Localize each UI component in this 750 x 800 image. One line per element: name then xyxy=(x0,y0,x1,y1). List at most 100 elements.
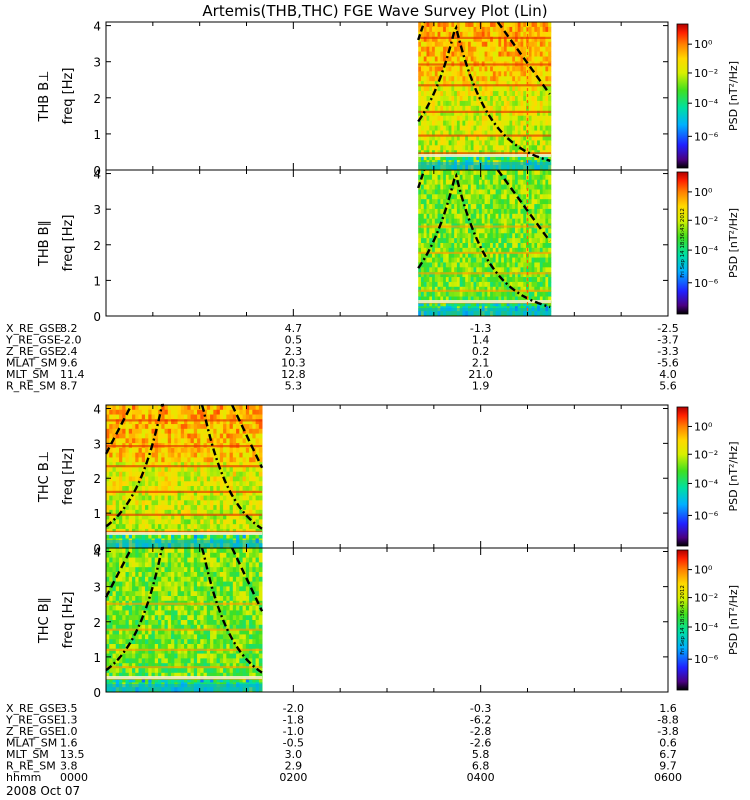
orbit-value: 4.7 xyxy=(285,322,303,335)
gyrofrequency-curves-3 xyxy=(104,403,264,530)
colorbar: 10⁰ 10⁻² 10⁻⁴ 10⁻⁶ PSD [nT²/Hz] xyxy=(676,23,740,169)
timestamp-stamp: Fri Sep 14 18:36:43 2012 xyxy=(680,208,686,278)
orbit-value: -2.5 xyxy=(657,322,678,335)
panel-frame xyxy=(105,169,669,317)
orbit-value: 11.4 xyxy=(60,368,85,381)
orbit-value: 0.2 xyxy=(472,345,490,358)
y-tick-label: 0 xyxy=(93,164,101,178)
colorbar-tick-label: 10⁻⁴ xyxy=(694,621,719,634)
probe-label: THC B⊥ xyxy=(37,451,52,503)
orbit-value: -2.6 xyxy=(470,737,491,750)
y-tick-label: 4 xyxy=(93,546,101,560)
y-tick-label: 1 xyxy=(93,507,101,521)
spectrogram-1 xyxy=(418,22,552,171)
orbit-value: 1.0 xyxy=(60,725,78,738)
date-label: 2008 Oct 07 xyxy=(6,784,80,798)
orbit-value: -1.3 xyxy=(470,322,491,335)
y-tick-label: 3 xyxy=(93,203,101,217)
y-axis-label: freq [Hz] xyxy=(61,448,76,505)
spectrogram-4 xyxy=(106,548,263,693)
probe-label: THB B⊥ xyxy=(37,70,52,122)
orbit-row-label: R_RE_SM xyxy=(6,760,56,773)
orbit-value: 6.8 xyxy=(472,760,490,773)
orbit-value: 5.8 xyxy=(472,748,490,761)
y-tick-label: 1 xyxy=(93,274,101,288)
colorbar-label: PSD [nT²/Hz] xyxy=(727,585,740,655)
orbit-value: -2.8 xyxy=(470,725,491,738)
colorbar-label: PSD [nT²/Hz] xyxy=(727,208,740,278)
colorbar: 10⁰ 10⁻² 10⁻⁴ 10⁻⁶ PSD [nT²/Hz] xyxy=(676,171,740,315)
orbit-value: -3.8 xyxy=(657,725,678,738)
orbit-value: -2.0 xyxy=(283,702,304,715)
orbit-row-label: X_RE_GSE xyxy=(6,322,62,335)
orbit-value: 0000 xyxy=(60,771,88,784)
orbit-value: -2.0 xyxy=(60,334,81,347)
orbit-value: 9.7 xyxy=(659,760,677,773)
orbit-value: 5.6 xyxy=(659,380,677,393)
orbit-row-label: hhmm xyxy=(6,771,41,784)
orbit-value: -0.3 xyxy=(470,702,491,715)
y-tick-label: 0 xyxy=(93,686,101,700)
chart-title: Artemis(THB,THC) FGE Wave Survey Plot (L… xyxy=(202,2,547,20)
orbit-row-label: Y_RE_GSE xyxy=(5,334,61,347)
orbit-value: -8.8 xyxy=(657,714,678,727)
orbit-value: 8.7 xyxy=(60,380,78,393)
gyrofrequency-curves-4 xyxy=(104,546,264,674)
orbit-value: -3.3 xyxy=(657,345,678,358)
orbit-value: 9.6 xyxy=(60,357,78,370)
panel-1: 0 1 2 3 4 THB B⊥ freq [Hz] 10⁰ 10⁻² 10⁻⁴ 10⁻⁶ PSD [… xyxy=(37,20,740,178)
gyrofrequency-curves-2 xyxy=(417,169,551,316)
orbit-row-label: MLAT_SM xyxy=(6,357,57,370)
y-tick-label: 3 xyxy=(93,56,101,70)
colorbar-tick-label: 10⁻² xyxy=(694,448,718,461)
orbit-value: 1.3 xyxy=(60,714,78,727)
colorbar-tick-label: 10⁰ xyxy=(694,421,713,434)
orbit-value: 2.3 xyxy=(285,345,303,358)
orbit-value: 1.9 xyxy=(472,380,490,393)
y-tick-label: 0 xyxy=(93,310,101,324)
colorbar-tick-label: 10⁰ xyxy=(694,564,713,577)
y-tick-label: 0 xyxy=(93,542,101,556)
orbit-row-label: Z_RE_GSE xyxy=(6,725,62,738)
colorbar-tick-label: 10⁰ xyxy=(694,186,713,199)
panel-3: 0 1 2 3 4 THC B⊥ freq [Hz] 10⁰ 10⁻² 10⁻⁴ 10⁻⁶ PSD [… xyxy=(37,403,740,557)
orbit-value: -6.2 xyxy=(470,714,491,727)
probe-label: THB B∥ xyxy=(37,220,52,267)
orbit-row-label: MLT_SM xyxy=(6,748,49,761)
colorbar-tick-label: 10⁻² xyxy=(694,67,718,80)
y-tick-label: 1 xyxy=(93,651,101,665)
orbit-value: 3.5 xyxy=(60,702,78,715)
gyrofrequency-curves-1 xyxy=(417,21,551,170)
orbit-value: 6.7 xyxy=(659,748,677,761)
orbit-value: 2.1 xyxy=(472,357,490,370)
colorbar: 10⁰ 10⁻² 10⁻⁴ 10⁻⁶ PSD [nT²/Hz] xyxy=(676,406,740,547)
colorbar-tick-label: 10⁻⁶ xyxy=(694,130,719,143)
orbit-value: 0200 xyxy=(279,771,307,784)
y-tick-label: 2 xyxy=(93,92,101,106)
orbit-value: 2.4 xyxy=(60,345,78,358)
spectrogram-2 xyxy=(418,170,552,317)
orbit-value: 5.3 xyxy=(285,380,303,393)
orbit-value: 4.0 xyxy=(659,368,677,381)
y-axis-label: freq [Hz] xyxy=(61,592,76,649)
orbit-value: 0400 xyxy=(467,771,495,784)
y-tick-label: 2 xyxy=(93,616,101,630)
colorbar-tick-label: 10⁻² xyxy=(694,214,718,227)
orbit-value: 21.0 xyxy=(468,368,493,381)
orbit-value: 2.9 xyxy=(285,760,303,773)
colorbar-label: PSD [nT²/Hz] xyxy=(727,441,740,511)
colorbar-tick-label: 10⁻⁴ xyxy=(694,477,719,490)
orbit-value: 3.0 xyxy=(285,748,303,761)
orbit-value: 12.8 xyxy=(281,368,306,381)
orbit-row-label: MLT_SM xyxy=(6,368,49,381)
timestamp-stamp: Fri Sep 14 18:36:43 2012 xyxy=(680,585,686,655)
orbit-value: 0.5 xyxy=(285,334,303,347)
panel-frame xyxy=(105,21,669,171)
y-tick-label: 3 xyxy=(93,437,101,451)
colorbar-tick-label: 10⁻² xyxy=(694,592,718,605)
orbit-value: -5.6 xyxy=(657,357,678,370)
colorbar-label: PSD [nT²/Hz] xyxy=(727,61,740,131)
orbit-row-label: R_RE_SM xyxy=(6,380,56,393)
